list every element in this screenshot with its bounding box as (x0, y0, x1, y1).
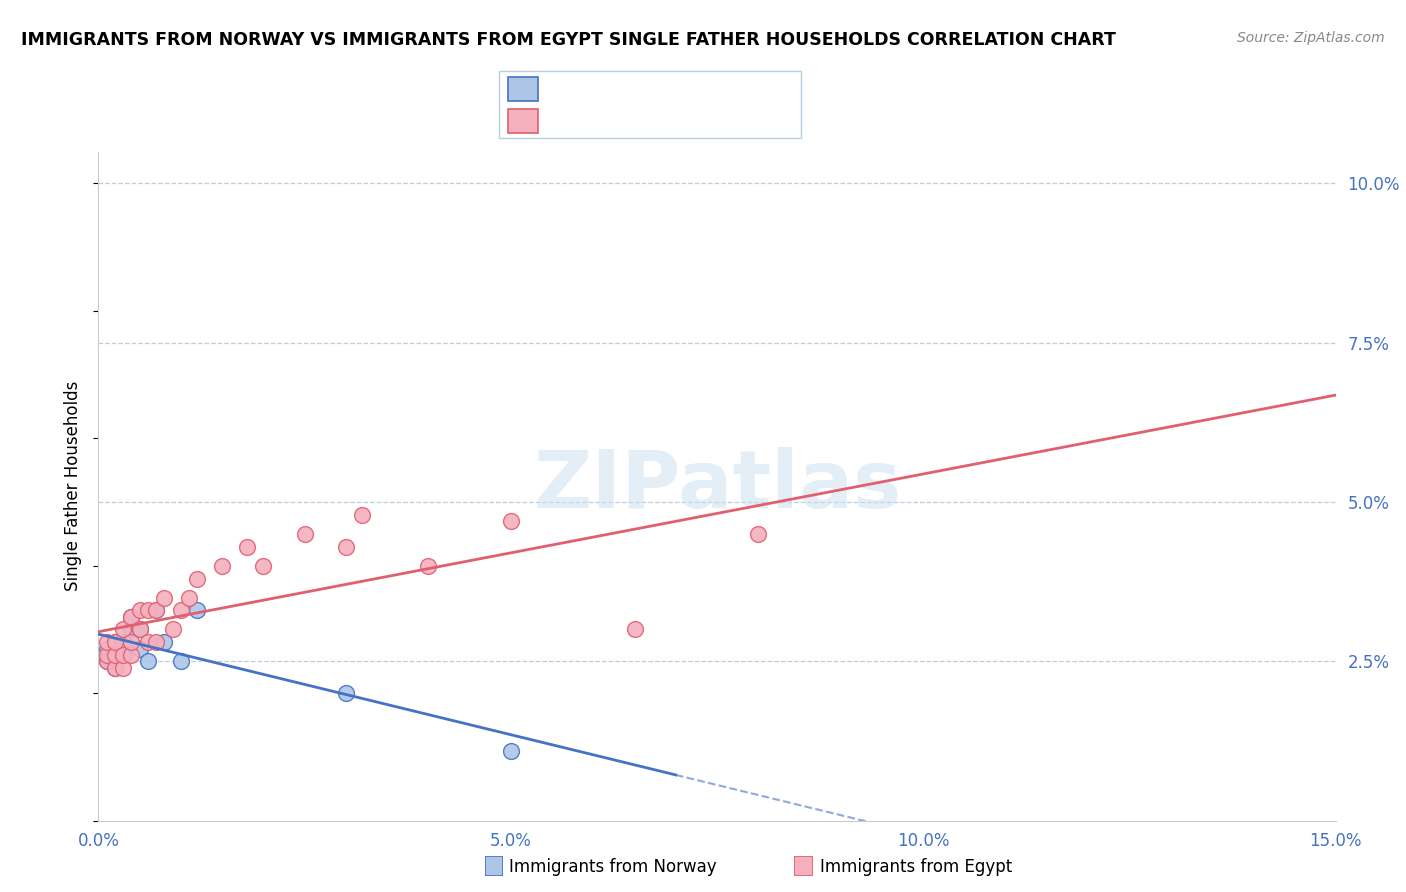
Text: 33: 33 (695, 113, 717, 128)
Point (112, 635, 135, 649)
Text: N =: N = (657, 113, 692, 128)
Point (623, 623, 645, 637)
Point (335, 686, 357, 700)
Text: ZIPatlas: ZIPatlas (533, 447, 901, 525)
Point (104, 661, 127, 675)
Point (120, 609, 142, 624)
Point (352, 508, 374, 522)
FancyBboxPatch shape (499, 71, 801, 138)
Point (499, 743, 522, 757)
Point (170, 603, 193, 617)
Point (104, 635, 127, 649)
Point (120, 635, 142, 649)
Point (252, 558, 274, 573)
FancyBboxPatch shape (485, 856, 503, 876)
Point (104, 648, 127, 662)
Point (128, 623, 150, 637)
Point (96, 654, 118, 668)
Point (96, 654, 118, 668)
Point (96, 641, 118, 656)
Point (153, 635, 176, 649)
Point (112, 648, 135, 662)
Point (96, 648, 118, 662)
Point (145, 635, 167, 649)
FancyBboxPatch shape (794, 856, 813, 876)
Text: -0.329: -0.329 (585, 81, 643, 96)
Text: 18: 18 (695, 81, 717, 96)
Point (335, 540, 357, 554)
Text: N =: N = (657, 81, 692, 96)
Text: R =: R = (547, 81, 582, 96)
Point (104, 648, 127, 662)
Point (120, 648, 142, 662)
Point (186, 603, 208, 617)
Point (145, 603, 167, 617)
Point (179, 591, 201, 605)
Point (418, 558, 440, 573)
Point (747, 527, 769, 541)
Point (120, 609, 142, 624)
Point (112, 648, 135, 662)
Point (153, 591, 176, 605)
Point (120, 623, 142, 637)
Point (162, 623, 184, 637)
Point (236, 540, 259, 554)
FancyBboxPatch shape (508, 77, 538, 101)
Text: 0.406: 0.406 (585, 113, 641, 128)
Point (186, 572, 208, 586)
Point (104, 635, 127, 649)
FancyBboxPatch shape (508, 109, 538, 133)
Text: IMMIGRANTS FROM NORWAY VS IMMIGRANTS FROM EGYPT SINGLE FATHER HOUSEHOLDS CORRELA: IMMIGRANTS FROM NORWAY VS IMMIGRANTS FRO… (21, 31, 1116, 49)
Text: Source: ZipAtlas.com: Source: ZipAtlas.com (1237, 31, 1385, 45)
Text: R =: R = (547, 113, 582, 128)
Point (136, 635, 159, 649)
Point (128, 603, 150, 617)
Point (211, 558, 233, 573)
Point (294, 527, 316, 541)
Point (112, 623, 135, 637)
Point (96, 635, 118, 649)
Point (136, 603, 159, 617)
Point (499, 514, 522, 528)
Y-axis label: Single Father Households: Single Father Households (65, 381, 83, 591)
Point (104, 661, 127, 675)
Point (170, 654, 193, 668)
Text: Immigrants from Egypt: Immigrants from Egypt (820, 858, 1012, 876)
Point (112, 661, 135, 675)
Point (145, 603, 167, 617)
Text: Immigrants from Norway: Immigrants from Norway (509, 858, 717, 876)
Point (128, 641, 150, 656)
Point (128, 623, 150, 637)
Point (136, 654, 159, 668)
